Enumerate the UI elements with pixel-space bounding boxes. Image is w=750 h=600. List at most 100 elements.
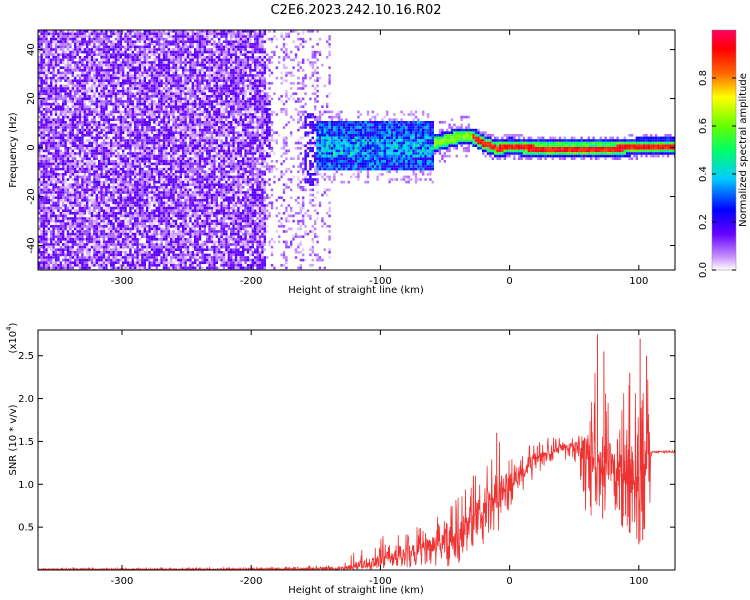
spectrogram-cell xyxy=(182,251,185,254)
spectrogram-cell xyxy=(57,230,60,233)
spectrogram-cell xyxy=(59,74,62,77)
spectrogram-cell xyxy=(186,35,190,38)
spectrogram-cell xyxy=(52,186,55,189)
spectrogram-cell xyxy=(184,230,187,233)
spectrogram-cell xyxy=(162,162,166,166)
spectrogram-cell xyxy=(146,235,149,238)
spectrogram-cell xyxy=(57,141,60,145)
spectrogram-cell xyxy=(100,126,103,129)
spectrogram-cell xyxy=(150,232,154,236)
spectrogram-cell xyxy=(71,206,74,210)
spectrogram-cell xyxy=(107,48,110,51)
spectrogram-cell xyxy=(148,251,151,254)
spectrogram-cell xyxy=(50,160,53,163)
spectrogram-cell xyxy=(78,206,82,210)
spectrogram-cell xyxy=(124,235,127,238)
spectrogram-cell xyxy=(83,180,86,184)
spectrogram-cell xyxy=(62,50,65,54)
spectrogram-cell xyxy=(177,56,180,59)
spectrogram-cell xyxy=(131,253,134,257)
spectrogram-cell xyxy=(86,256,89,259)
spectrogram-cell xyxy=(124,180,127,184)
spectrogram-cell xyxy=(69,186,72,189)
spectrogram-cell xyxy=(83,40,86,43)
spectrogram-cell xyxy=(182,131,185,134)
spectrogram-cell xyxy=(170,69,173,72)
spectrogram-cell xyxy=(95,258,98,262)
spectrogram-cell xyxy=(83,173,86,176)
spectrogram-cell xyxy=(138,139,142,142)
spectrogram-cell xyxy=(158,110,161,114)
spectrogram-cell xyxy=(54,97,58,101)
spectrogram-cell xyxy=(165,69,168,72)
spectrogram-cell xyxy=(62,128,65,132)
spectrogram-cell xyxy=(100,199,103,202)
spectrogram-cell xyxy=(62,178,65,181)
spectrogram-cell xyxy=(42,58,46,62)
spectrogram-cell xyxy=(150,102,154,106)
spectrogram-cell xyxy=(81,170,84,173)
spectrogram-cell xyxy=(165,165,168,168)
spectrogram-cell xyxy=(76,245,79,249)
spectrogram-cell xyxy=(162,261,166,264)
spectrogram-cell xyxy=(160,100,163,103)
spectrogram-cell xyxy=(138,113,142,116)
spectrogram-cell xyxy=(95,58,98,62)
spectrogram-cell xyxy=(40,160,43,163)
spectrogram-cell xyxy=(165,50,168,54)
spectrogram-cell xyxy=(114,206,118,210)
spectrogram-cell xyxy=(88,188,91,192)
spectrogram-cell xyxy=(98,160,101,163)
spectrogram-cell xyxy=(124,243,127,246)
spectrogram-cell xyxy=(117,201,120,205)
spectrogram-cell xyxy=(40,71,43,75)
spectrogram-cell xyxy=(136,63,139,67)
spectrogram-cell xyxy=(182,222,185,225)
spectrogram-cell xyxy=(129,43,132,46)
spectrogram-cell xyxy=(119,113,122,116)
spectrogram-cell xyxy=(146,48,149,51)
spectrogram-cell xyxy=(162,48,166,51)
spectrogram-cell xyxy=(86,45,89,49)
spectrogram-cell xyxy=(138,248,142,251)
spectrogram-cell xyxy=(38,76,41,80)
spectrogram-cell xyxy=(174,227,178,231)
spectrogram-cell xyxy=(105,248,108,251)
spectrogram-cell xyxy=(174,118,178,121)
spectrogram-cell xyxy=(110,199,113,202)
spectrogram-cell xyxy=(54,191,58,194)
spectrogram-cell xyxy=(74,209,77,212)
spectrogram-cell xyxy=(107,196,110,199)
spectrogram-cell xyxy=(158,92,161,95)
spectrogram-cell xyxy=(153,212,156,215)
spectrogram-cell xyxy=(88,134,91,137)
spectrogram-cell xyxy=(129,97,132,101)
spectrogram-cell xyxy=(172,186,175,189)
spectrogram-cell xyxy=(134,66,137,69)
spectrogram-cell xyxy=(136,61,139,64)
spectrogram-cell xyxy=(129,79,132,82)
spectrogram-cell xyxy=(153,183,156,186)
spectrogram-cell xyxy=(148,32,151,36)
spectrogram-cell xyxy=(100,149,103,153)
spectrogram-cell xyxy=(88,222,91,225)
spectrogram-cell xyxy=(86,261,89,264)
spectrogram-cell xyxy=(155,251,158,254)
spectrogram-cell xyxy=(182,110,185,114)
spectrogram-cell xyxy=(76,134,79,137)
spectrogram-cell xyxy=(38,131,41,134)
spectrogram-cell xyxy=(54,131,58,134)
spectrogram-cell xyxy=(160,79,163,82)
spectrogram-cell xyxy=(50,121,53,124)
spectrogram-cell xyxy=(76,199,79,202)
spectrogram-cell xyxy=(57,79,60,82)
spectrogram-cell xyxy=(141,230,144,233)
spectrogram-cell xyxy=(172,201,175,205)
spectrogram-cell xyxy=(47,152,50,155)
spectrogram-cell xyxy=(52,123,55,127)
spectrogram-cell xyxy=(138,95,142,98)
spectrogram-cell xyxy=(42,186,46,189)
spectrogram-cell xyxy=(112,209,115,212)
spectrogram-cell xyxy=(59,35,62,38)
spectrogram-cell xyxy=(146,144,149,147)
